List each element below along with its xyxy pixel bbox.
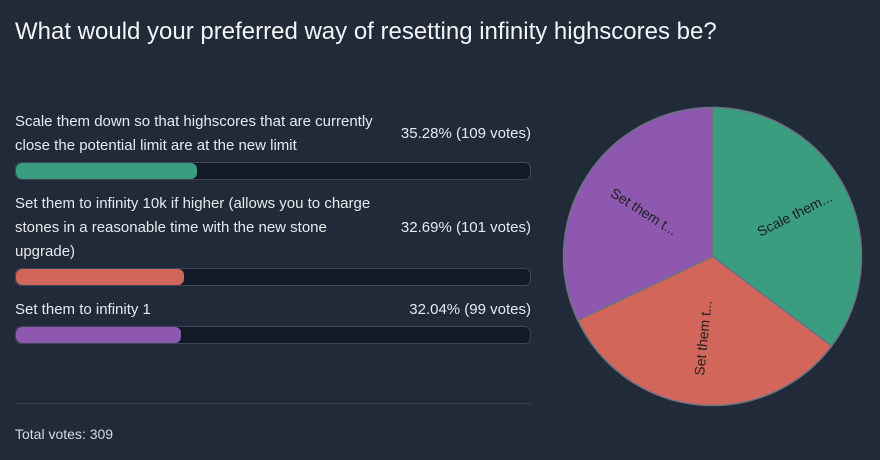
divider — [15, 403, 531, 404]
pie-slice — [562, 106, 714, 322]
option-label: Set them to infinity 10k if higher (allo… — [15, 195, 371, 260]
option-label: Set them to infinity 1 — [15, 301, 151, 318]
total-votes: Total votes: 309 — [15, 426, 114, 442]
poll-option-scale-down: Scale them down so that highscores that … — [15, 110, 531, 180]
pie-slice — [576, 255, 833, 407]
progress-bar-fill — [16, 163, 198, 179]
pie-slice-label: Set them t... — [691, 300, 715, 377]
option-result: 32.69% (101 votes) — [400, 219, 531, 236]
pie-slices — [562, 106, 863, 407]
progress-bar-fill — [16, 269, 185, 285]
option-result: 35.28% (109 votes) — [400, 125, 531, 142]
option-result: 32.04% (99 votes) — [409, 301, 531, 318]
results-pie-chart: Scale them...Set them t...Set them t... — [562, 106, 863, 407]
progress-bar-fill — [16, 327, 181, 343]
option-label: Scale them down so that highscores that … — [15, 113, 373, 154]
poll-option-infinity-1: Set them to infinity 1 32.04% (99 votes) — [15, 298, 531, 344]
poll-option-infinity-10k: Set them to infinity 10k if higher (allo… — [15, 192, 531, 286]
poll-options: Scale them down so that highscores that … — [15, 110, 531, 344]
progress-bar — [15, 268, 531, 286]
progress-bar — [15, 326, 531, 344]
progress-bar — [15, 162, 531, 180]
pie-slice — [711, 106, 863, 348]
poll-question: What would your preferred way of resetti… — [15, 18, 717, 45]
